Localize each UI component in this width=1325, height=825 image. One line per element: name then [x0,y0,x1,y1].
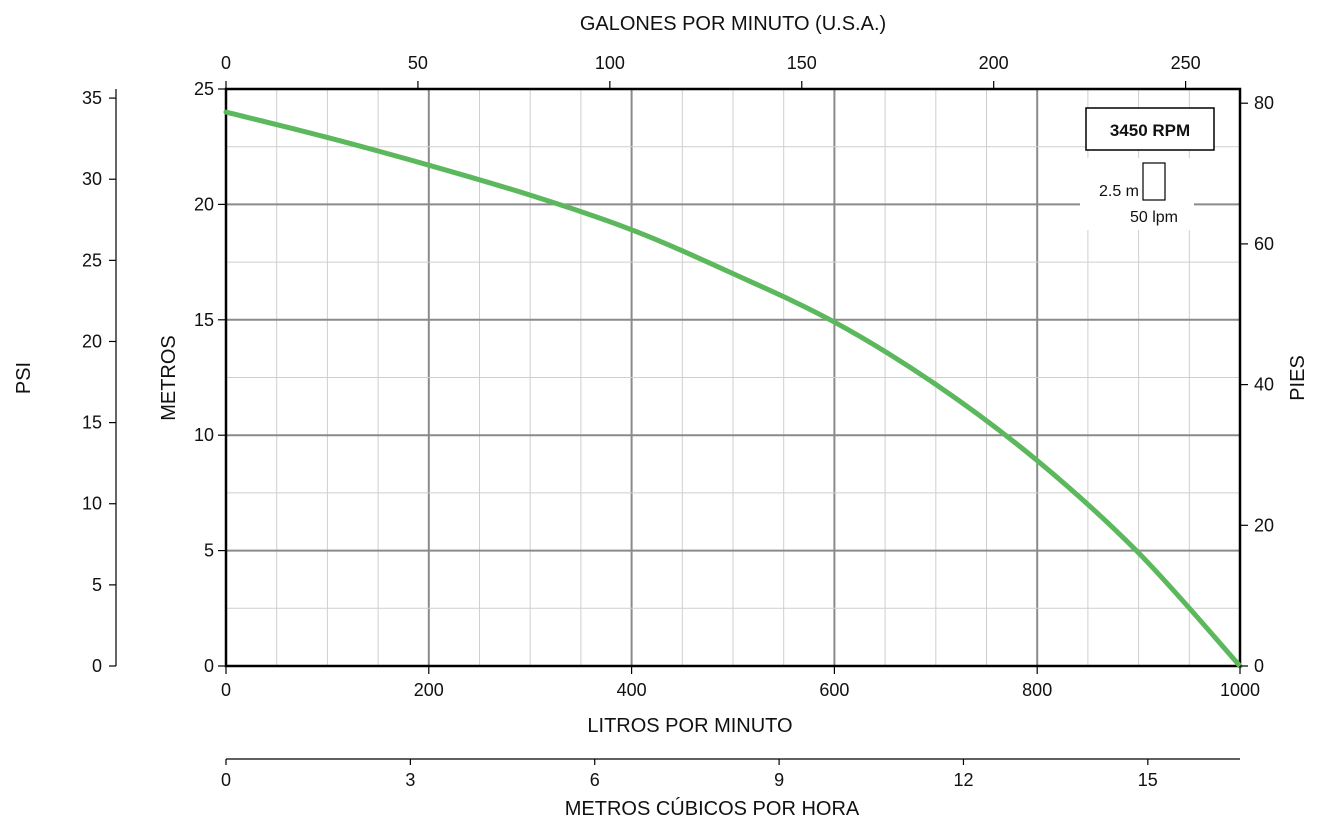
y-left-tick-label: 5 [204,541,214,561]
x-bottom2-axis-title: METROS CÚBICOS POR HORA [565,797,860,820]
x-top-tick-label: 200 [979,53,1009,73]
y-right-tick-label: 80 [1254,93,1274,113]
rpm-box: 3450 RPM [1085,107,1215,151]
y-psi-tick-label: 0 [92,656,102,676]
curve-layer [223,109,1243,669]
x-bottom-axis-title: LITROS POR MINUTO [587,715,792,737]
x-top-tick-label: 150 [787,53,817,73]
pump-curve-line [223,109,1243,669]
x-top-tick-label: 50 [408,53,428,73]
x-top-tick-label: 0 [221,53,231,73]
y-left-tick-label: 0 [204,656,214,676]
x-bottom-tick-label: 1000 [1220,680,1260,700]
x-bottom2-tick-label: 9 [774,770,784,790]
y-right-tick-label: 40 [1254,375,1274,395]
x-top-tick-label: 100 [595,53,625,73]
y-psi-tick-label: 10 [82,494,102,514]
y-psi-tick-label: 35 [82,88,102,108]
y-right-tick-label: 0 [1254,656,1264,676]
x-bottom2-tick-label: 12 [953,770,973,790]
scale-legend-box [1142,162,1166,201]
x-bottom-tick-label: 800 [1022,680,1052,700]
rpm-label: 3450 RPM [1110,121,1190,140]
scale-legend-head: 2.5 m [1099,183,1139,200]
y-psi-tick-label: 20 [82,331,102,351]
y-psi-tick-label: 25 [82,250,102,270]
y-right-tick-label: 60 [1254,234,1274,254]
y-psi-tick-label: 15 [82,413,102,433]
y-right-axis-title: PIES [1287,355,1309,401]
y-right-tick-label: 20 [1254,515,1274,535]
x-bottom-tick-label: 0 [221,680,231,700]
x-top-axis-title: GALONES POR MINUTO (U.S.A.) [580,13,886,35]
y-psi-tick-label: 5 [92,575,102,595]
y-left-axis-title: METROS [158,335,180,421]
y-psi-tick-label: 30 [82,169,102,189]
y-left-tick-label: 15 [194,310,214,330]
scale-legend-flow: 50 lpm [1130,209,1178,226]
y-psi-axis-title: PSI [13,362,35,394]
x-bottom2-tick-label: 6 [590,770,600,790]
y-left-tick-label: 25 [194,79,214,99]
y-left-tick-label: 20 [194,194,214,214]
plot-frame [224,87,1242,668]
y-left-tick-label: 10 [194,425,214,445]
x-bottom2-tick-label: 0 [221,770,231,790]
x-bottom2-tick-label: 3 [405,770,415,790]
scale-legend: 2.5 m 50 lpm [1080,158,1194,230]
x-bottom-tick-label: 200 [414,680,444,700]
x-top-tick-label: 250 [1171,53,1201,73]
x-bottom-tick-label: 400 [617,680,647,700]
x-bottom-tick-label: 600 [819,680,849,700]
x-bottom2-tick-label: 15 [1138,770,1158,790]
